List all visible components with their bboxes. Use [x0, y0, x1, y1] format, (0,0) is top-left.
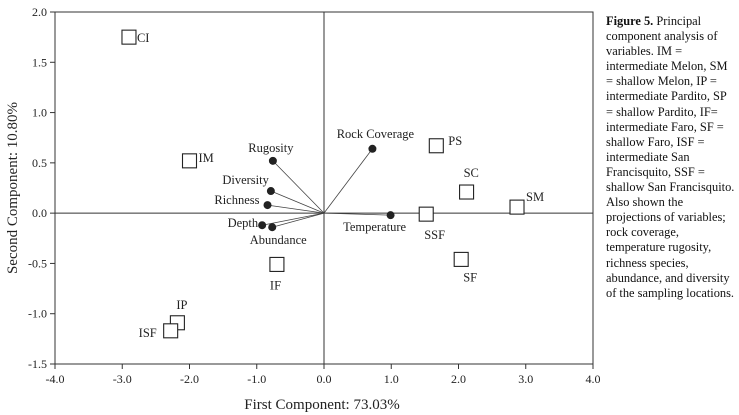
vector-point [266, 187, 275, 196]
vector-line [267, 204, 325, 214]
x-tick-label: 1.0 [384, 372, 399, 386]
vector-point [268, 223, 277, 232]
site-label: IM [199, 151, 214, 165]
site-label: PS [448, 134, 462, 148]
y-tick-label: -1.5 [28, 357, 47, 371]
site-label: SSF [424, 228, 445, 242]
site-square [509, 199, 525, 215]
site-square [459, 184, 475, 200]
site-markers: CI IM PS SC SM SSF SF IF IP ISF [121, 29, 544, 340]
x-tick-label: -3.0 [113, 372, 132, 386]
vector-line [272, 212, 325, 228]
vector-label: Richness [214, 193, 259, 207]
y-tick-label: 0.5 [32, 156, 47, 170]
caption-label: Figure 5. [606, 14, 654, 28]
caption-text: Principal component analysis of variable… [606, 14, 735, 300]
y-tick-label: 0.0 [32, 206, 47, 220]
vector-point [368, 144, 377, 153]
vector-label: Abundance [250, 233, 307, 247]
vector-line [323, 212, 391, 216]
site-label: IF [270, 278, 281, 292]
y-axis-title: Second Component: 10.80% [5, 102, 21, 274]
x-tick-label: 4.0 [586, 372, 601, 386]
vector-point [263, 201, 272, 210]
site-square [453, 251, 469, 267]
site-label: SC [464, 166, 479, 180]
x-tick-label: -1.0 [247, 372, 266, 386]
x-axis-title: First Component: 73.03% [244, 397, 399, 413]
y-tick-label: 1.0 [32, 106, 47, 120]
site-square [418, 206, 434, 222]
vector-label: Rock Coverage [337, 127, 415, 141]
vector-label: Depth [228, 216, 259, 230]
site-label: SF [463, 270, 477, 284]
vector-label: Diversity [222, 173, 269, 187]
vector-line [262, 212, 325, 226]
vector-line [323, 148, 373, 214]
pca-chart: -4.0 -3.0 -2.0 -1.0 0.0 1.0 2.0 3.0 4.0 -1.5 -1.0 -… [5, 5, 600, 413]
site-square [181, 153, 198, 169]
variable-vectors: Rock Coverage Rugosity Diversity Richness De… [214, 127, 414, 247]
y-tick-label: 1.5 [32, 55, 47, 69]
y-tick-label: 2.0 [32, 5, 47, 19]
site-label: ISF [139, 326, 157, 340]
x-tick-label: 3.0 [518, 372, 533, 386]
vector-point [258, 221, 267, 230]
site-square [163, 323, 179, 339]
x-tick-label: 0.0 [317, 372, 332, 386]
axes: -4.0 -3.0 -2.0 -1.0 0.0 1.0 2.0 3.0 4.0 -1.5 -1.0 -… [28, 5, 600, 386]
vector-point [268, 156, 277, 165]
vector-line [272, 160, 325, 214]
x-tick-label: 2.0 [451, 372, 466, 386]
vector-line [270, 190, 325, 214]
x-tick-label: -2.0 [180, 372, 199, 386]
site-square [269, 256, 285, 272]
vector-point [386, 211, 395, 220]
x-tick-label: -4.0 [46, 372, 65, 386]
site-label: IP [176, 298, 187, 312]
figure-caption: Figure 5. Principal component analysis o… [606, 14, 736, 301]
y-tick-label: -1.0 [28, 307, 47, 321]
y-tick-label: -0.5 [28, 256, 47, 270]
site-square [428, 138, 444, 154]
vector-label: Temperature [343, 220, 406, 234]
site-square [121, 29, 137, 45]
site-label: CI [137, 31, 150, 45]
site-label: SM [526, 190, 544, 204]
vector-label: Rugosity [248, 141, 294, 155]
